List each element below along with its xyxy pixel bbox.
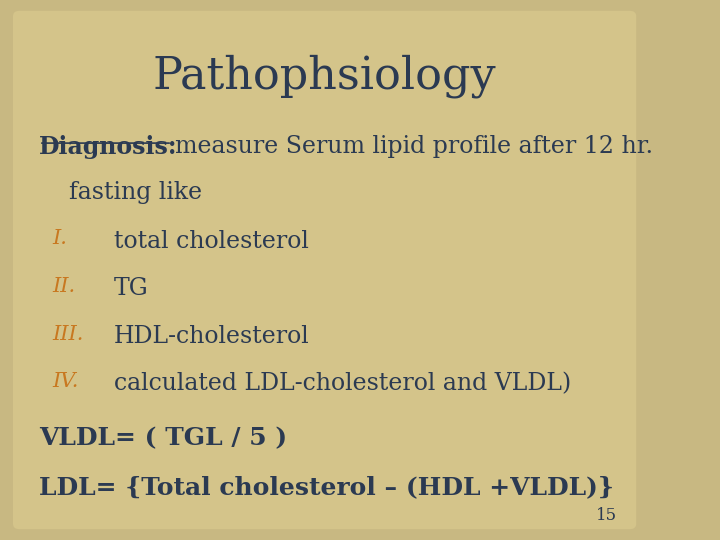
FancyBboxPatch shape (13, 11, 636, 529)
Text: total cholesterol: total cholesterol (114, 230, 308, 253)
Text: 15: 15 (595, 507, 617, 524)
Text: fasting like: fasting like (39, 181, 202, 204)
Text: Pathophsiology: Pathophsiology (153, 54, 496, 98)
Text: LDL= {Total cholesterol – (HDL +VLDL)}: LDL= {Total cholesterol – (HDL +VLDL)} (39, 475, 614, 499)
Text: I.: I. (52, 230, 67, 248)
Text: III.: III. (52, 325, 84, 343)
Text: Diagnosis:: Diagnosis: (39, 135, 177, 159)
Text: TG: TG (114, 277, 148, 300)
Text: calculated LDL-cholesterol and VLDL): calculated LDL-cholesterol and VLDL) (114, 372, 571, 395)
Text: IV.: IV. (52, 372, 78, 391)
Text: measure Serum lipid profile after 12 hr.: measure Serum lipid profile after 12 hr. (175, 135, 654, 158)
Text: VLDL= ( TGL / 5 ): VLDL= ( TGL / 5 ) (39, 427, 287, 450)
Text: HDL-cholesterol: HDL-cholesterol (114, 325, 310, 348)
Text: II.: II. (52, 277, 75, 296)
